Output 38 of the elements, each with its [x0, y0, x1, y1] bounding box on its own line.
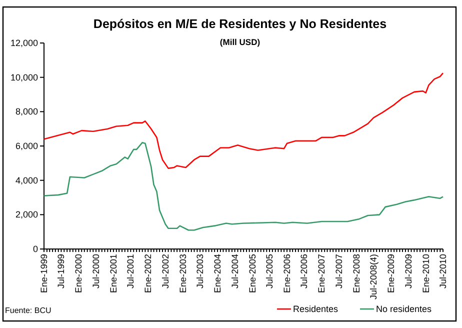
chart-subtitle: (Mill USD) — [220, 37, 260, 47]
x-tick-label: Jul-2005 — [264, 254, 274, 289]
x-tick-label: Ene-2001 — [108, 254, 118, 294]
x-tick-label: Jul-2003 — [195, 254, 206, 289]
x-tick-label: Ene-2005 — [247, 254, 258, 294]
x-tick-label: Jul-2009 — [403, 254, 414, 289]
y-tick-label: 6,000 — [15, 141, 38, 151]
x-tick-label: Ene-2006 — [282, 254, 292, 294]
x-tick-label: Jul-2002 — [160, 254, 170, 289]
x-tick-label: Ene-2000 — [74, 254, 84, 294]
x-tick-label: Ene-2007 — [316, 254, 327, 294]
x-tick-label: Ene-2003 — [178, 254, 188, 294]
y-tick-label: 0 — [32, 244, 38, 254]
y-tick-label: 8,000 — [15, 106, 38, 117]
x-tick-label: Jul-1999 — [56, 254, 66, 289]
x-tick-label: Jul-2001 — [126, 254, 136, 289]
source-note: Fuente: BCU — [5, 306, 52, 315]
y-tick-label: 2,000 — [15, 210, 38, 220]
x-tick-label: Jul-2007 — [334, 254, 344, 289]
x-tick-label: Jul-2008(4) — [368, 254, 379, 300]
x-tick-label: Jul-2000 — [90, 254, 101, 289]
x-tick-label: Jul-2004 — [230, 254, 240, 289]
legend-label: Residentes — [293, 304, 339, 314]
line-series — [43, 72, 444, 169]
x-tick-label: Ene-2004 — [212, 254, 223, 294]
line-series — [43, 142, 444, 231]
x-tick-label: Jul-2010 — [438, 254, 448, 289]
y-tick-label: 12,000 — [10, 38, 38, 48]
legend-label: No residentes — [376, 304, 432, 314]
chart-title: Depósitos en M/E de Residentes y No Residentes — [93, 17, 387, 31]
y-tick-label: 4,000 — [15, 175, 38, 186]
x-tick-label: Ene-1999 — [39, 254, 49, 294]
x-tick-label: Jul-2006 — [299, 254, 310, 289]
x-tick-label: Ene-2009 — [386, 254, 396, 294]
x-tick-label: Ene-2010 — [420, 254, 431, 294]
y-tick-label: 10,000 — [10, 72, 38, 82]
x-tick-label: Ene-2002 — [143, 254, 154, 294]
x-tick-label: Ene-2008 — [351, 254, 362, 294]
